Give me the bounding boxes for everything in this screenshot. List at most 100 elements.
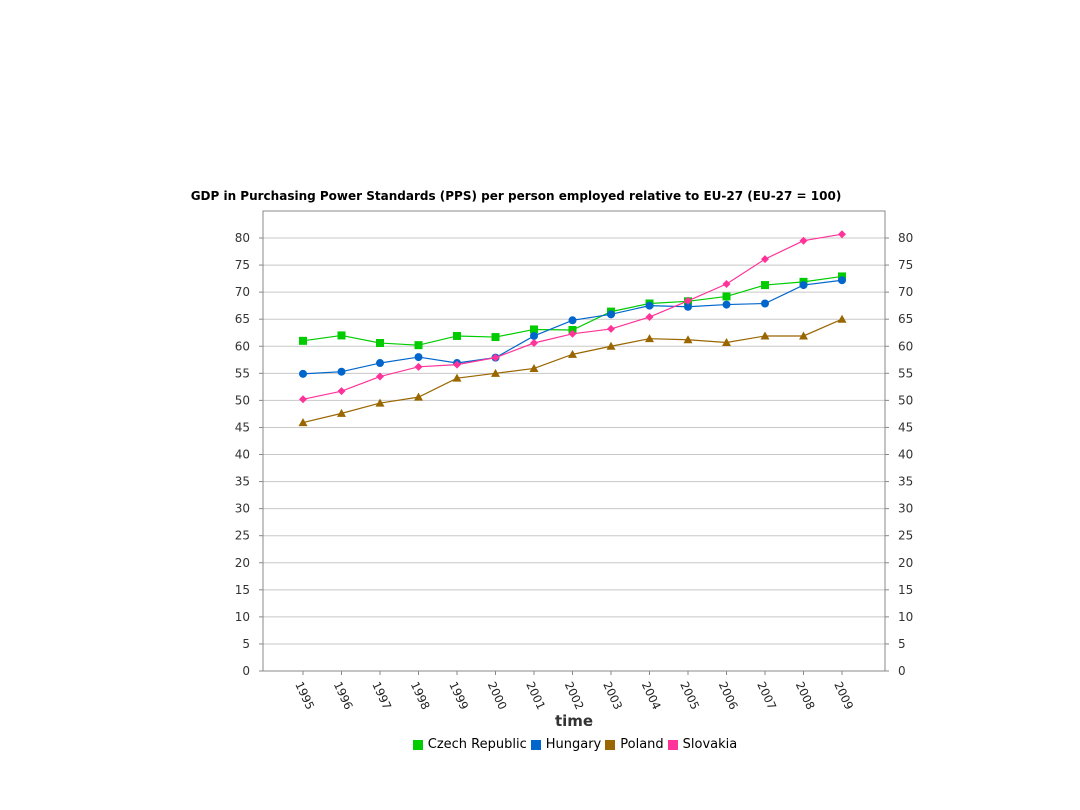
y-tick-label-right: 65: [898, 312, 913, 326]
y-tick-label-left: 65: [235, 312, 250, 326]
legend-item: Hungary: [530, 737, 601, 752]
x-tick-label: 1996: [331, 679, 356, 711]
y-tick-label-right: 30: [898, 502, 913, 516]
data-point: [799, 331, 808, 340]
y-tick-label-left: 50: [235, 393, 250, 407]
x-axis-ticks: 1995 1996 1997 1998 1999 2000 2001 2002 2003 2004…: [292, 671, 856, 712]
y-tick-label-left: 80: [235, 231, 250, 245]
data-point: [337, 367, 346, 376]
data-point: [414, 392, 423, 401]
data-point: [529, 363, 539, 372]
plot-frame: [262, 210, 886, 672]
y-tick-label-left: 15: [235, 583, 250, 597]
data-point: [452, 373, 462, 382]
legend-swatch: [667, 739, 678, 750]
data-point: [838, 230, 846, 239]
data-point: [722, 337, 731, 346]
y-tick-label-left: 70: [235, 285, 250, 299]
x-tick-label: 2006: [716, 679, 741, 711]
data-point: [568, 316, 577, 325]
data-point: [607, 310, 615, 319]
y-tick-label-right: 0: [898, 664, 906, 678]
data-point: [837, 314, 847, 323]
data-point: [722, 300, 731, 309]
data-point: [491, 368, 500, 377]
data-point: [299, 369, 307, 378]
data-point: [761, 255, 769, 264]
x-tick-label: 1997: [369, 679, 394, 711]
x-tick-label: 1998: [408, 679, 433, 711]
data-point: [337, 387, 346, 396]
data-point: [299, 395, 307, 404]
series: [298, 230, 847, 427]
x-tick-label: 2007: [754, 679, 779, 711]
data-point: [376, 372, 384, 381]
y-tick-label-left: 55: [235, 366, 250, 380]
data-point: [453, 360, 461, 369]
y-tick-label-right: 40: [898, 448, 913, 462]
y-tick-label-right: 80: [898, 231, 913, 245]
data-point: [491, 333, 500, 342]
y-tick-label-left: 75: [235, 258, 250, 272]
data-point: [799, 236, 808, 245]
data-point: [530, 339, 538, 348]
data-point: [337, 408, 346, 417]
data-point: [453, 331, 461, 340]
y-tick-label-right: 10: [898, 610, 913, 624]
data-point: [530, 331, 538, 340]
data-point: [568, 349, 577, 358]
y-tick-label-left: 20: [235, 556, 250, 570]
y-tick-label-right: 75: [898, 258, 913, 272]
x-tick-label: 2005: [677, 679, 702, 711]
data-point: [414, 362, 423, 371]
series-slovakia: [299, 230, 846, 404]
y-tick-label-left: 45: [235, 420, 250, 434]
data-point: [299, 336, 307, 345]
y-tick-label-right: 70: [898, 285, 913, 299]
y-tick-label-right: 45: [898, 420, 913, 434]
legend-item: Slovakia: [667, 737, 738, 752]
data-point: [722, 292, 731, 301]
x-tick-label: 1995: [292, 679, 317, 711]
legend-label: Poland: [620, 737, 664, 752]
y-tick-label-right: 35: [898, 475, 913, 489]
legend: Czech Republic Hungary Poland Slovakia: [0, 737, 1080, 754]
data-point: [645, 334, 654, 343]
chart-title: GDP in Purchasing Power Standards (PPS) …: [190, 189, 842, 203]
x-tick-label: 2001: [523, 679, 548, 711]
y-tick-label-right: 25: [898, 529, 913, 543]
x-tick-label: 2009: [831, 679, 856, 711]
y-tick-label-right: 15: [898, 583, 913, 597]
data-point: [838, 276, 846, 285]
series-poland: [298, 314, 847, 427]
y-tick-label-right: 55: [898, 366, 913, 380]
x-tick-label: 2000: [485, 679, 510, 711]
data-point: [684, 302, 692, 311]
data-point: [761, 281, 769, 290]
grid-lines: [263, 237, 885, 645]
data-point: [375, 398, 385, 407]
legend-item: Poland: [605, 737, 664, 752]
series-hungary: [299, 276, 846, 378]
data-point: [799, 281, 808, 290]
x-tick-label: 2003: [600, 679, 625, 711]
y-tick-label-right: 60: [898, 339, 913, 353]
legend-swatch: [530, 739, 541, 750]
data-point: [376, 359, 384, 368]
y-tick-label-right: 50: [898, 393, 913, 407]
y-tick-label-right: 5: [898, 637, 906, 651]
legend-label: Czech Republic: [427, 737, 527, 752]
y-tick-label-left: 40: [235, 448, 250, 462]
data-point: [684, 296, 692, 305]
y-tick-label-left: 0: [242, 664, 250, 678]
x-tick-label: 2004: [639, 679, 664, 711]
data-point: [568, 329, 577, 338]
y-tick-label-left: 60: [235, 339, 250, 353]
y-tick-label-left: 35: [235, 475, 250, 489]
legend-label: Slovakia: [682, 737, 738, 752]
x-tick-label: 1999: [446, 679, 471, 711]
y-tick-label-left: 25: [235, 529, 250, 543]
data-point: [645, 313, 654, 322]
